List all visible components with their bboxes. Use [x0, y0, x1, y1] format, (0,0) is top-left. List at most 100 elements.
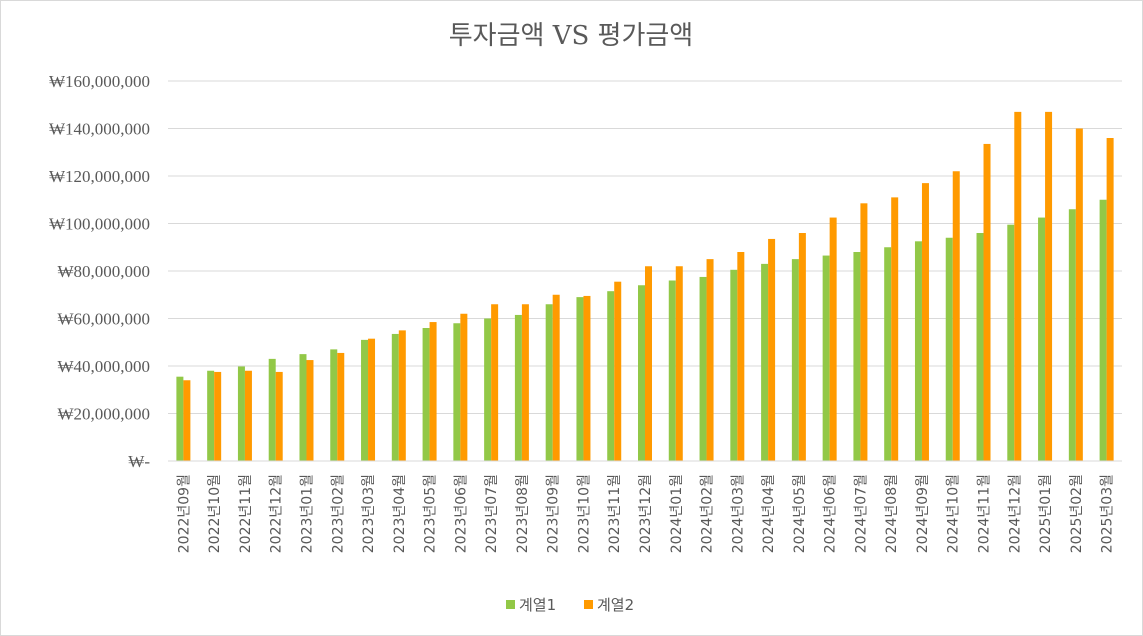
gridlines: [168, 80, 1122, 414]
bar-series1: [945, 237, 953, 461]
x-tick-label: 2022년10월: [207, 474, 223, 553]
x-tick-label: 2024년06월: [823, 474, 839, 553]
x-tick-label: 2025년01월: [1038, 474, 1054, 553]
bar-series1: [1099, 199, 1107, 461]
y-tick-label: ₩120,000,000: [49, 167, 150, 186]
bar-series1: [576, 297, 584, 461]
bar-series2: [398, 330, 406, 461]
bar-series2: [706, 259, 714, 461]
y-tick-label: ₩140,000,000: [49, 120, 150, 139]
bar-series2: [306, 360, 314, 461]
bar-series2: [583, 295, 591, 461]
bar-series2: [1106, 138, 1114, 461]
x-tick-label: 2024년08월: [884, 474, 900, 553]
bar-series2: [1014, 111, 1022, 461]
bar-series2: [798, 233, 806, 461]
bar-series2: [183, 380, 191, 461]
x-tick-label: 2024년04월: [761, 474, 777, 553]
y-tick-label: ₩100,000,000: [49, 215, 150, 234]
y-tick-label: ₩60,000,000: [57, 310, 150, 329]
bar-series1: [207, 370, 215, 461]
x-tick-label: 2023년01월: [299, 474, 315, 553]
x-tick-label: 2024년03월: [730, 474, 746, 553]
bar-series2: [891, 197, 899, 461]
x-tick-label: 2024년07월: [853, 474, 869, 553]
y-tick-label: ₩20,000,000: [57, 405, 150, 424]
bar-series2: [429, 322, 437, 461]
bar-series1: [761, 263, 769, 461]
bar-series2: [244, 370, 252, 461]
x-tick-label: 2023년10월: [576, 474, 592, 553]
bar-series2: [1045, 111, 1053, 461]
bar-series1: [545, 304, 553, 461]
legend: 계열1 계열2: [506, 596, 634, 614]
y-tick-label: ₩160,000,000: [49, 72, 150, 91]
bar-series2: [737, 252, 745, 461]
legend-swatch: [584, 600, 593, 609]
bar-series1: [1007, 224, 1015, 461]
bar-series1: [484, 318, 492, 461]
bar-series1: [391, 333, 399, 461]
x-tick-label: 2022년11월: [238, 474, 254, 553]
legend-label: 계열2: [597, 596, 634, 614]
x-tick-label: 2025년03월: [1100, 474, 1116, 553]
x-tick-label: 2023년05월: [423, 474, 439, 553]
bar-series1: [514, 314, 522, 461]
bar-series2: [460, 313, 468, 461]
legend-label: 계열1: [519, 596, 556, 614]
bar-series1: [822, 255, 830, 461]
bar-series2: [921, 183, 929, 461]
bar-series1: [453, 323, 461, 461]
x-tick-label: 2024년01월: [669, 474, 685, 553]
x-tick-label: 2025년02월: [1069, 474, 1085, 553]
bar-series1: [237, 366, 245, 461]
bar-series2: [860, 203, 868, 461]
bar-series1: [361, 339, 369, 461]
x-tick-label: 2023년03월: [361, 474, 377, 553]
x-tick-label: 2022년09월: [176, 474, 192, 553]
bar-series2: [983, 143, 991, 461]
x-tick-label: 2023년12월: [638, 474, 654, 553]
x-tick-label: 2023년02월: [330, 474, 346, 553]
bar-series1: [976, 233, 984, 461]
x-tick-label: 2024년02월: [700, 474, 716, 553]
bar-series2: [645, 266, 652, 461]
bar-series1: [1038, 217, 1046, 461]
x-tick-label: 2023년08월: [515, 474, 531, 553]
bar-series1: [422, 328, 430, 461]
bar-series2: [337, 352, 345, 461]
bar-series1: [607, 291, 615, 461]
bar-series2: [829, 217, 837, 461]
x-tick-label: 2023년11월: [607, 474, 623, 553]
bar-series1: [914, 241, 922, 461]
x-tick-label: 2023년06월: [453, 474, 469, 553]
bar-series2: [614, 281, 622, 461]
bar-series1: [638, 285, 645, 461]
bar-series2: [552, 294, 560, 461]
bar-series1: [730, 269, 738, 461]
x-tick-label: 2024년09월: [915, 474, 931, 553]
legend-swatch: [506, 600, 515, 609]
bar-series2: [214, 371, 222, 461]
y-tick-label: ₩40,000,000: [57, 357, 150, 376]
bar-series1: [791, 259, 799, 461]
bar-series1: [699, 276, 707, 461]
bar-series1: [176, 376, 184, 461]
bar-series1: [330, 349, 338, 461]
x-tick-label: 2024년12월: [1007, 474, 1023, 553]
bar-series2: [952, 171, 960, 461]
bars: [176, 111, 1114, 461]
y-tick-label: ₩80,000,000: [57, 262, 150, 281]
chart-title: 투자금액 VS 평가금액: [449, 21, 693, 51]
bar-series1: [299, 354, 307, 461]
x-tick-label: 2023년07월: [484, 474, 500, 553]
x-tick-label: 2023년04월: [392, 474, 408, 553]
x-tick-label: 2024년10월: [946, 474, 962, 553]
y-axis-ticks: ₩- ₩20,000,000 ₩40,000,000 ₩60,000,000 ₩80,0…: [49, 72, 150, 471]
bar-series2: [1075, 128, 1083, 461]
x-tick-label: 2024년11월: [977, 474, 993, 553]
bar-series1: [1068, 209, 1076, 461]
bar-series1: [668, 280, 676, 461]
bar-series2: [521, 304, 529, 461]
